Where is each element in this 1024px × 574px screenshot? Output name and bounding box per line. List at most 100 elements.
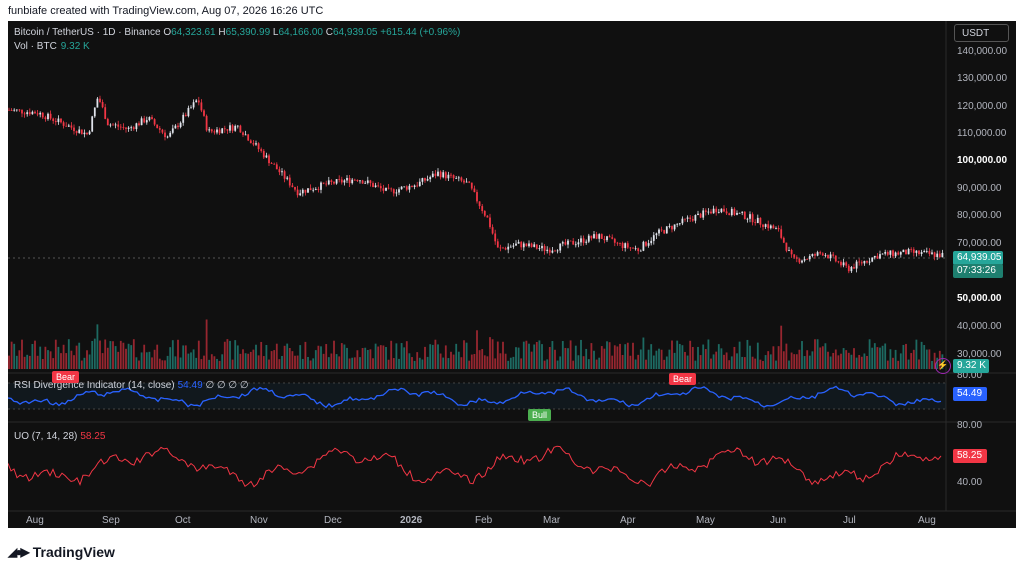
- candle-body: [715, 208, 718, 213]
- volume-bar: [850, 354, 853, 369]
- candle-body: [83, 132, 86, 135]
- candle-body: [338, 179, 341, 180]
- volume-bar: [369, 349, 372, 369]
- volume-bar: [395, 343, 398, 369]
- volume-bar: [156, 344, 159, 369]
- volume-bar: [905, 343, 907, 369]
- brand-name: TradingView: [32, 544, 115, 560]
- candle-body: [379, 186, 382, 189]
- volume-bar: [689, 340, 692, 369]
- volume-bar: [814, 339, 816, 369]
- change-value: +615.44 (+0.96%): [380, 27, 461, 38]
- chart-canvas[interactable]: 140,000.00 130,000.00 120,000.00 110,000.00…: [8, 21, 1016, 528]
- volume-bar: [73, 355, 75, 369]
- candle-body: [699, 213, 702, 218]
- volume-bar: [717, 344, 720, 369]
- volume-bar: [668, 349, 671, 369]
- candle-body: [907, 249, 910, 255]
- volume-bar: [777, 346, 780, 369]
- candle-body: [275, 164, 278, 170]
- volume-bar: [62, 344, 65, 369]
- volume-bar: [704, 349, 707, 369]
- time-axis-label: Sep: [102, 515, 120, 526]
- low-value: 64,166.00: [278, 27, 323, 38]
- candle-body: [387, 187, 390, 189]
- candle-body: [845, 262, 848, 266]
- candle-body: [704, 210, 707, 212]
- volume-bar: [320, 346, 322, 369]
- volume-bar: [775, 360, 777, 369]
- candle-body: [377, 185, 380, 187]
- volume-bar: [296, 355, 299, 369]
- volume-bar: [179, 357, 182, 369]
- candle-body: [236, 125, 239, 127]
- volume-bar: [788, 360, 790, 369]
- volume-bar: [327, 357, 330, 369]
- candle-body: [811, 254, 814, 257]
- volume-bar: [642, 337, 645, 369]
- time-axis-label: Jul: [843, 515, 856, 526]
- candle-body: [21, 109, 23, 114]
- candle-body: [733, 208, 736, 215]
- rsi-legend[interactable]: RSI Divergence Indicator (14, close) 54.4…: [14, 380, 249, 391]
- volume-bar: [200, 359, 203, 369]
- candle-body: [624, 243, 627, 248]
- volume-bar: [509, 357, 512, 369]
- candle-body: [351, 179, 354, 184]
- volume-bar: [665, 356, 668, 369]
- candle-body: [177, 125, 179, 128]
- volume-bar: [517, 347, 520, 369]
- candle-body: [582, 238, 585, 243]
- volume-bar: [314, 350, 317, 369]
- candle-body: [923, 251, 926, 253]
- tradingview-logo[interactable]: ◢●▶ TradingView: [8, 544, 115, 560]
- candle-body: [372, 183, 374, 188]
- uo-legend[interactable]: UO (7, 14, 28) 58.25: [14, 431, 105, 442]
- candle-body: [424, 178, 426, 181]
- price-axis-label: 50,000.00: [957, 293, 1002, 304]
- volume-bar: [148, 351, 151, 369]
- volume-bar: [96, 324, 99, 369]
- volume-bar: [676, 340, 679, 369]
- candle-body: [834, 255, 837, 262]
- volume-bar: [512, 356, 515, 369]
- lightning-icon[interactable]: ⚡: [935, 358, 951, 374]
- candle-body: [533, 244, 536, 247]
- candle-body: [44, 117, 47, 120]
- volume-bar: [65, 353, 68, 369]
- candle-body: [546, 249, 549, 251]
- candle-body: [736, 212, 738, 215]
- volume-bar: [447, 358, 450, 369]
- volume-bar: [132, 339, 135, 369]
- volume-bar: [80, 360, 83, 369]
- candle-body: [273, 163, 276, 165]
- volume-bar: [353, 357, 356, 369]
- currency-button[interactable]: USDT: [954, 24, 1009, 42]
- volume-bar: [741, 356, 744, 369]
- volume-bar: [286, 343, 289, 369]
- candle-body: [554, 250, 556, 252]
- volume-bar: [699, 355, 702, 369]
- symbol-name[interactable]: Bitcoin / TetherUS · 1D · Binance: [14, 27, 161, 38]
- chart-frame[interactable]: 140,000.00 130,000.00 120,000.00 110,000.00…: [8, 21, 1016, 528]
- candle-body: [590, 235, 593, 239]
- volume-bar: [135, 357, 138, 369]
- candle-body: [426, 179, 429, 181]
- candle-body: [244, 134, 247, 136]
- volume-bar: [853, 348, 855, 369]
- candle-body: [70, 125, 73, 128]
- candle-body: [270, 163, 273, 164]
- candle-body: [299, 193, 302, 196]
- candle-body: [463, 180, 465, 183]
- candle-body: [541, 246, 543, 249]
- candle-body: [676, 223, 679, 225]
- volume-bar: [431, 344, 434, 369]
- volume-bar: [663, 359, 666, 369]
- volume-bar: [421, 359, 424, 369]
- volume-legend[interactable]: Vol · BTC 9.32 K: [14, 41, 90, 52]
- candle-body: [585, 241, 588, 243]
- volume-bar: [67, 339, 70, 369]
- volume-bar: [694, 360, 697, 369]
- candle-body: [195, 100, 198, 103]
- volume-bar: [824, 343, 827, 369]
